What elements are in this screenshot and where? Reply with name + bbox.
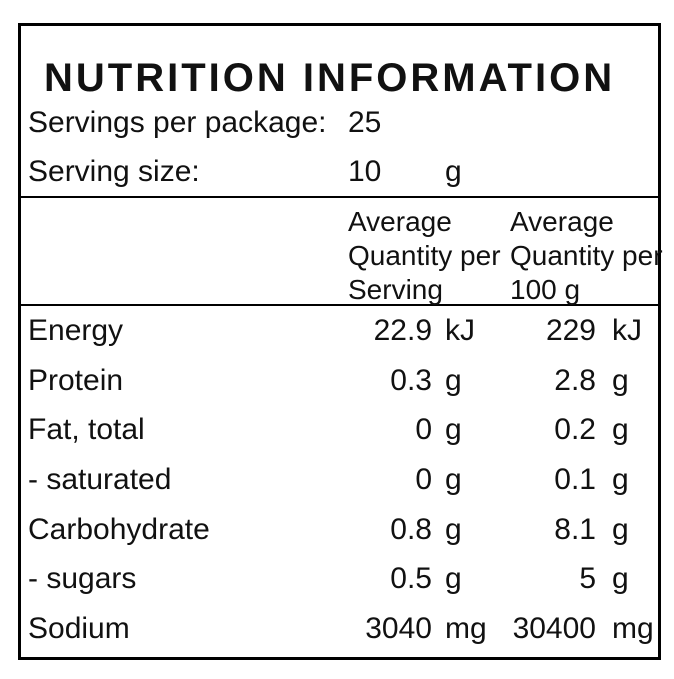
- qty-per-100g: 5: [579, 562, 596, 596]
- unit-per-serving: g: [445, 413, 462, 447]
- column-header-per-serving: Average Quantity per Serving: [348, 205, 510, 307]
- serving-size-unit: g: [445, 154, 462, 188]
- column-header-per-100g: Average Quantity per 100 g: [510, 205, 663, 307]
- serving-size-row: Serving size: 10 g: [21, 147, 658, 196]
- nutrient-name: Fat, total: [28, 413, 145, 447]
- unit-per-serving: mg: [445, 611, 487, 645]
- nutrient-name: Energy: [28, 313, 124, 347]
- unit-per-serving: kJ: [445, 313, 475, 347]
- qty-per-serving: 3040: [365, 611, 432, 645]
- unit-per-100g: g: [612, 363, 629, 397]
- qty-per-100g: 8.1: [554, 512, 596, 546]
- qty-per-100g: 2.8: [554, 363, 596, 397]
- nutrient-table: Energy 22.9 kJ 229 kJ Protein 0.3 g 2.8 …: [21, 304, 658, 654]
- table-row-saturated: - saturated 0 g 0.1 g: [21, 455, 658, 505]
- qty-per-serving: 0.5: [390, 562, 432, 596]
- table-row-carbohydrate: Carbohydrate 0.8 g 8.1 g: [21, 505, 658, 555]
- per-serving-header-line1: Average: [348, 206, 452, 237]
- unit-per-100g: g: [612, 562, 629, 596]
- page-title: NUTRITION INFORMATION: [44, 56, 616, 100]
- per-serving-header-line3: Serving: [348, 274, 443, 305]
- servings-per-package-label: Servings per package:: [28, 105, 327, 139]
- nutrient-name: Protein: [28, 363, 124, 397]
- servings-per-package-value: 25: [348, 105, 382, 139]
- per-100g-header-line3: 100 g: [510, 274, 581, 305]
- nutrient-name: Sodium: [28, 611, 130, 645]
- qty-per-serving: 0.8: [390, 512, 432, 546]
- qty-per-100g: 229: [545, 313, 596, 347]
- serving-size-label: Serving size:: [28, 154, 200, 188]
- unit-per-100g: g: [612, 462, 629, 496]
- unit-per-100g: mg: [612, 611, 654, 645]
- table-row-sodium: Sodium 3040 mg 30400 mg: [21, 604, 658, 654]
- qty-per-100g: 30400: [512, 611, 596, 645]
- per-serving-header-line2: Quantity per: [348, 240, 501, 271]
- servings-per-package-row: Servings per package: 25: [21, 98, 658, 147]
- qty-per-serving: 0: [415, 413, 432, 447]
- qty-per-serving: 0: [415, 462, 432, 496]
- nutrient-name: - saturated: [28, 462, 172, 496]
- column-header-spacer: [28, 205, 348, 307]
- table-row-protein: Protein 0.3 g 2.8 g: [21, 356, 658, 406]
- table-row-energy: Energy 22.9 kJ 229 kJ: [21, 306, 658, 356]
- unit-per-100g: g: [612, 512, 629, 546]
- per-100g-header-line2: Quantity per: [510, 240, 663, 271]
- column-header-row: Average Quantity per Serving Average Qua…: [21, 196, 663, 307]
- nutrition-panel: NUTRITION INFORMATION Servings per packa…: [18, 23, 663, 660]
- table-row-fat-total: Fat, total 0 g 0.2 g: [21, 405, 658, 455]
- nutrient-name: - sugars: [28, 562, 137, 596]
- title-row: NUTRITION INFORMATION: [21, 26, 658, 98]
- serving-size-value: 10: [348, 154, 382, 188]
- unit-per-serving: g: [445, 512, 462, 546]
- unit-per-100g: g: [612, 413, 629, 447]
- unit-per-100g: kJ: [612, 313, 642, 347]
- per-100g-header-line1: Average: [510, 206, 614, 237]
- unit-per-serving: g: [445, 462, 462, 496]
- unit-per-serving: g: [445, 562, 462, 596]
- unit-per-serving: g: [445, 363, 462, 397]
- qty-per-serving: 0.3: [390, 363, 432, 397]
- qty-per-100g: 0.1: [554, 462, 596, 496]
- qty-per-serving: 22.9: [373, 313, 432, 347]
- nutrient-name: Carbohydrate: [28, 512, 210, 546]
- qty-per-100g: 0.2: [554, 413, 596, 447]
- table-row-sugars: - sugars 0.5 g 5 g: [21, 554, 658, 604]
